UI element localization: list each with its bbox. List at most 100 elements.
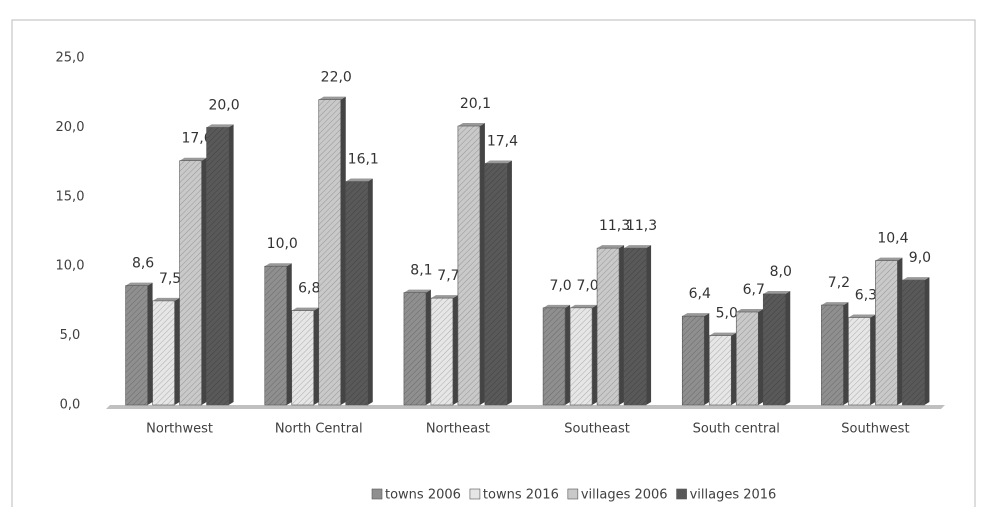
x-tick-label: South central: [693, 422, 780, 437]
value-label: 6,7: [743, 282, 765, 298]
bar-top: [318, 96, 346, 100]
bar-side: [704, 313, 710, 405]
bar-top: [403, 289, 431, 293]
bar-hatch: [709, 335, 732, 405]
bar-top: [543, 304, 571, 308]
legend-swatch: [371, 488, 383, 500]
bar-hatch: [848, 317, 871, 405]
value-label: 17,6: [181, 131, 212, 147]
value-label: 7,7: [437, 268, 459, 284]
bar-side: [313, 307, 319, 405]
value-label: 10,0: [267, 236, 298, 252]
bar-top: [152, 297, 180, 301]
bar-hatch: [484, 163, 507, 405]
y-tick-label: 5,0: [60, 328, 81, 343]
value-label: 8,1: [410, 263, 432, 279]
bar-hatch: [624, 248, 647, 405]
bar-top: [682, 313, 710, 317]
legend-swatch: [567, 488, 579, 500]
bar-side: [565, 304, 571, 405]
bar-top: [264, 263, 292, 267]
bar-top: [709, 332, 737, 336]
value-label: 5,0: [716, 306, 738, 322]
y-tick-label: 10,0: [56, 259, 85, 274]
bar-top: [821, 302, 849, 306]
bar-top: [875, 257, 903, 261]
bar-side: [340, 96, 346, 405]
value-label: 7,0: [576, 278, 598, 294]
legend-label: villages 2016: [690, 488, 777, 503]
value-label: 7,2: [828, 275, 850, 291]
chart-frame: [11, 19, 976, 507]
bar-side: [228, 124, 234, 406]
value-label: 8,6: [132, 256, 154, 272]
bar-top: [291, 307, 319, 311]
bar-side: [646, 245, 652, 405]
bar-side: [924, 277, 930, 405]
bar-top: [179, 157, 207, 161]
legend-label: towns 2016: [483, 488, 559, 503]
bar-hatch: [736, 312, 759, 405]
bar-hatch: [457, 126, 480, 406]
bar-side: [897, 257, 903, 405]
bar-side: [731, 332, 737, 405]
value-label: 10,4: [877, 231, 908, 247]
bar-side: [425, 289, 431, 405]
bar-hatch: [597, 248, 620, 405]
bar-top: [570, 304, 598, 308]
x-tick-label: Southwest: [841, 422, 909, 437]
bar-hatch: [264, 266, 287, 405]
bar-hatch: [125, 285, 148, 405]
bar-top: [430, 295, 458, 299]
bar-top: [457, 123, 485, 127]
value-label: 11,3: [626, 218, 657, 234]
bar-top: [125, 282, 153, 286]
value-label: 7,5: [159, 271, 181, 287]
bar-hatch: [543, 307, 566, 405]
x-tick-label: Northwest: [146, 422, 213, 437]
x-tick-label: Southeast: [564, 422, 630, 437]
value-label: 20,0: [208, 97, 239, 113]
bar-hatch: [206, 127, 229, 406]
bar-side: [843, 302, 849, 405]
value-label: 22,0: [321, 70, 352, 86]
bar-top: [206, 124, 234, 128]
y-tick-label: 25,0: [56, 51, 85, 66]
bar-hatch: [763, 293, 786, 405]
floor: [106, 405, 945, 409]
bar-hatch: [152, 300, 175, 405]
bar-top: [848, 314, 876, 318]
bar-hatch: [875, 260, 898, 405]
bar-side: [201, 157, 207, 405]
x-tick-label: Northeast: [426, 422, 490, 437]
bar-side: [785, 290, 791, 405]
bar-hatch: [179, 160, 202, 405]
bar-hatch: [291, 310, 314, 405]
value-label: 8,0: [770, 264, 792, 280]
value-label: 16,1: [348, 152, 379, 168]
value-label: 9,0: [909, 250, 931, 266]
bar-side: [174, 297, 180, 405]
value-label: 7,0: [549, 278, 571, 294]
bar-top: [484, 160, 512, 164]
x-tick-label: North Central: [275, 422, 363, 437]
bar-side: [479, 123, 485, 406]
bar-side: [592, 304, 598, 405]
value-label: 11,3: [599, 218, 630, 234]
bar-side: [147, 282, 153, 405]
y-tick-label: 20,0: [56, 120, 85, 135]
bar-hatch: [403, 292, 426, 405]
legend-swatch: [676, 488, 687, 500]
bar-top: [345, 178, 373, 182]
bar-hatch: [682, 316, 705, 405]
bar-side: [367, 178, 373, 405]
bar-hatch: [345, 181, 368, 405]
value-label: 6,3: [855, 288, 877, 304]
bar-side: [870, 314, 876, 405]
bar-top: [902, 277, 930, 281]
bar-hatch: [570, 307, 593, 405]
value-label: 20,1: [460, 96, 491, 112]
value-label: 6,8: [298, 281, 320, 297]
bar-side: [758, 309, 764, 405]
